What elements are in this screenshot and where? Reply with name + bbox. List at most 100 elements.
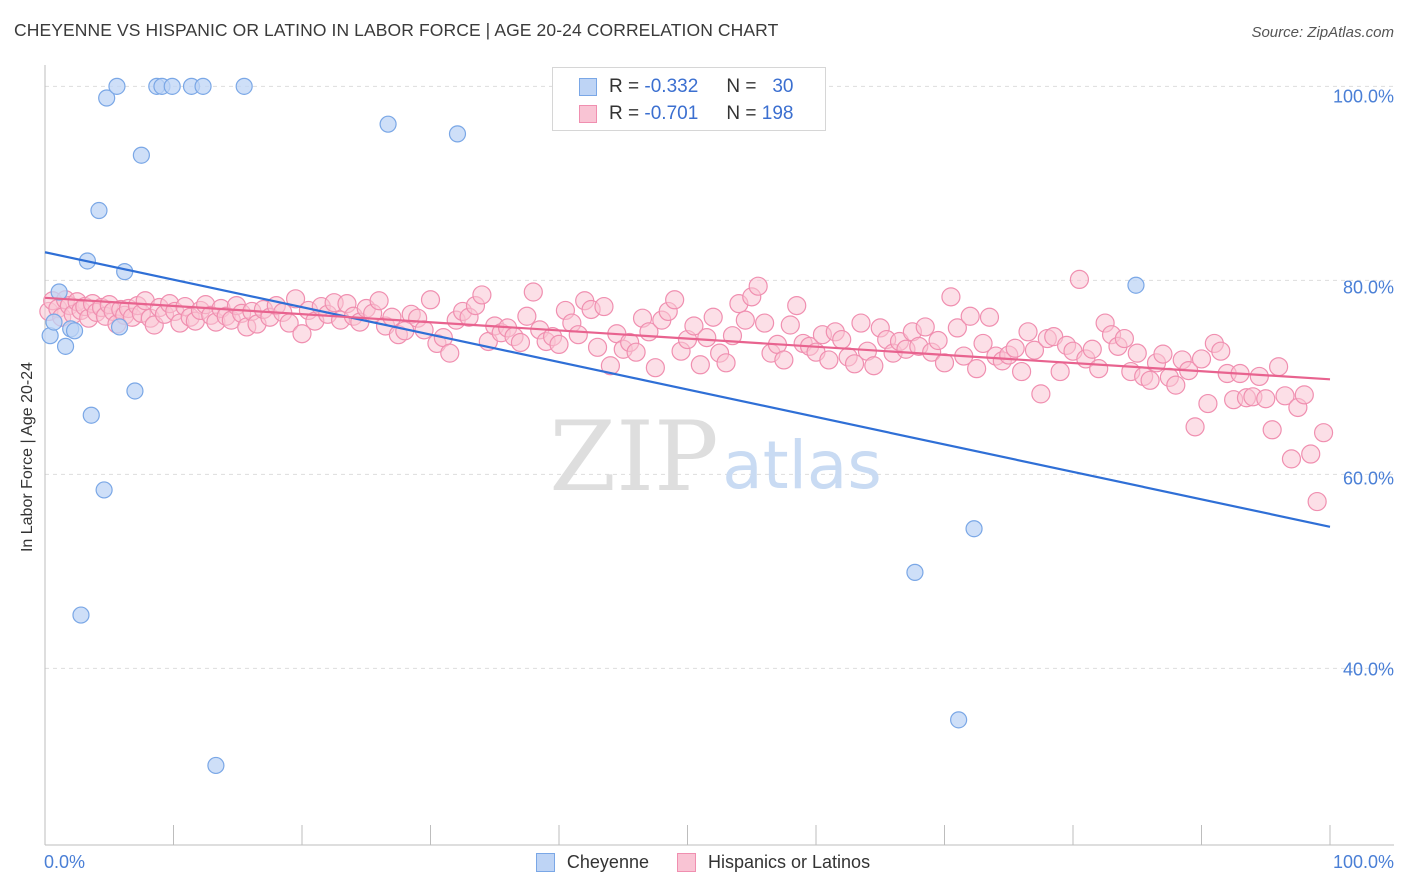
data-point-hispanic [587,337,608,357]
data-point-hispanic [1114,328,1135,349]
data-point-hispanic [1005,338,1025,358]
data-point-hispanic [1313,423,1334,443]
legend-swatch-cheyenne [535,853,555,872]
legend-swatch-hispanics [676,853,696,872]
data-point-hispanic [748,276,768,296]
data-point-hispanic [517,306,537,326]
data-point-hispanic [973,333,993,354]
data-point-hispanic [697,328,717,348]
data-point-hispanic [510,332,531,353]
data-point-cheyenne [132,146,150,164]
trend-lines [44,251,1331,528]
data-point-hispanic [1281,449,1302,469]
watermark-zip: ZIP [549,401,718,513]
data-point-hispanic [844,354,865,374]
data-point-cheyenne [95,481,113,499]
data-point-hispanic [684,316,704,336]
data-point-cheyenne [126,382,144,400]
legend-swatch-hispanics [579,105,597,123]
legend-item-cheyenne[interactable]: Cheyenne [535,852,649,873]
data-point-hispanic [967,359,987,379]
data-point-hispanic [594,296,614,317]
series-cheyenne [41,77,1145,775]
data-point-hispanic [754,313,775,333]
data-point-hispanic [1153,344,1173,364]
data-point-cheyenne [90,201,108,220]
y-axis-label: In Labor Force | Age 20-24 [19,361,36,553]
legend-n-label: N = [726,103,757,124]
legend-label-cheyenne: Cheyenne [566,852,649,872]
data-point-hispanic [1185,417,1205,437]
data-point-hispanic [472,285,492,305]
data-point-cheyenne [50,283,68,301]
source-label: Source: ZipAtlas.com [1251,24,1394,41]
data-point-hispanic [523,282,543,302]
data-point-cheyenne [163,77,181,95]
data-point-hispanic [1031,384,1051,404]
data-point-cheyenne [235,77,253,95]
y-tick-label: 100.0% [1332,86,1394,107]
data-point-hispanic [1294,385,1314,405]
data-point-cheyenne [116,263,134,281]
data-point-hispanic [665,290,685,310]
data-point-cheyenne [108,77,126,95]
data-point-hispanic [1301,444,1321,464]
data-point-hispanic [735,310,755,330]
data-point-cheyenne [1127,276,1145,294]
data-point-hispanic [716,353,736,373]
data-point-hispanic [369,291,389,311]
legend-n-value: 198 [761,103,794,124]
watermark-atlas: atlas [722,427,882,504]
data-point-hispanic [626,342,646,362]
data-point-hispanic [928,330,948,351]
data-point-hispanic [780,315,800,335]
legend-item-hispanics[interactable]: Hispanics or Latinos [676,852,870,873]
x-tick-label: 0.0% [44,852,86,872]
data-point-cheyenne [906,563,924,581]
legend-r-label: R = [609,76,640,97]
data-point-cheyenne [207,756,225,775]
data-point-hispanic [1018,322,1038,342]
data-point-cheyenne [379,115,397,133]
data-point-hispanic [1191,349,1212,369]
data-point-cheyenne [65,322,84,340]
correlation-legend: R = -0.332 N = 30 R = -0.701 N = 198 [552,67,826,131]
legend-r-value: -0.332 [644,76,699,97]
data-point-hispanic [285,289,306,309]
data-point-hispanic [960,306,980,326]
y-tick-label: 60.0% [1342,468,1394,489]
data-point-hispanic [915,317,935,337]
data-point-hispanic [1166,375,1186,395]
data-point-cheyenne [45,313,63,331]
data-point-hispanic [1127,343,1147,363]
data-point-hispanic [1082,339,1102,359]
trend-line-hispanics [44,296,1331,381]
y-tick-label: 80.0% [1342,277,1394,298]
data-point-cheyenne [82,406,100,424]
data-point-hispanic [1069,269,1090,290]
data-point-hispanic [1268,357,1289,377]
data-point-hispanic [382,307,402,327]
data-point-hispanic [832,329,852,350]
data-point-cheyenne [56,337,75,355]
data-point-cheyenne [950,711,968,729]
data-point-cheyenne [110,318,129,336]
data-point-hispanic [420,290,441,310]
data-point-hispanic [1198,393,1218,414]
legend-row-hispanics: R = -0.701 N = 198 [579,103,793,125]
data-point-hispanic [819,350,839,370]
data-point-hispanic [1050,361,1070,382]
legend-r-value: -0.701 [644,103,699,124]
axes [44,65,1394,846]
data-point-hispanic [292,324,312,344]
data-point-hispanic [774,350,794,370]
data-point-hispanic [1249,366,1269,387]
data-point-hispanic [1011,361,1032,382]
data-point-cheyenne [965,520,983,538]
legend-swatch-cheyenne [579,78,597,96]
y-tick-label: 40.0% [1342,659,1394,680]
data-point-hispanic [703,307,723,327]
data-point-hispanic [1140,370,1160,390]
series-legend: Cheyenne Hispanics or Latinos [0,852,1406,873]
